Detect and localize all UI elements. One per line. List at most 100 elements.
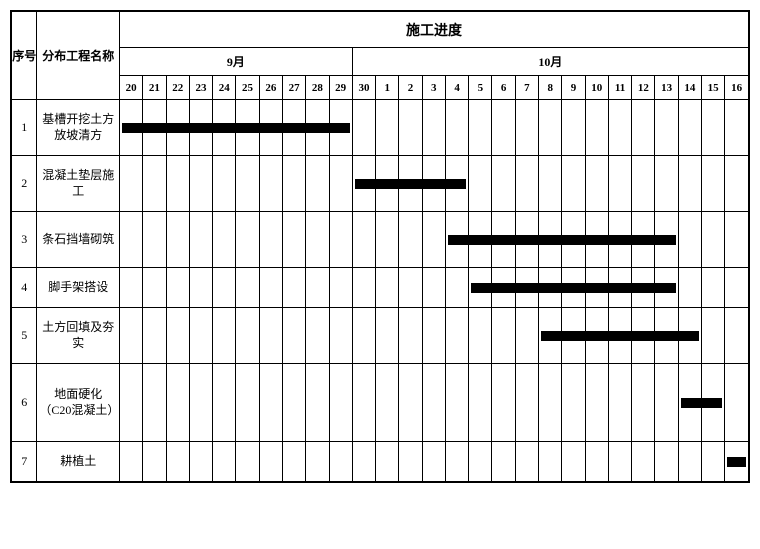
gantt-bar — [608, 331, 632, 341]
day-cell — [376, 100, 399, 156]
day-cell — [376, 308, 399, 364]
day-cell — [678, 156, 701, 212]
header-day: 4 — [445, 76, 468, 100]
day-cell — [119, 100, 142, 156]
header-day: 26 — [259, 76, 282, 100]
gantt-bar — [631, 331, 655, 341]
gantt-bar — [235, 123, 259, 133]
day-cell — [632, 156, 655, 212]
gantt-bar — [422, 179, 446, 189]
day-cell — [539, 308, 562, 364]
day-cell — [492, 156, 515, 212]
gantt-bar — [608, 235, 632, 245]
day-cell — [539, 268, 562, 308]
header-day: 27 — [282, 76, 305, 100]
day-cell — [655, 442, 678, 482]
gantt-bar — [561, 331, 585, 341]
day-cell — [678, 212, 701, 268]
gantt-bar — [189, 123, 213, 133]
day-cell — [562, 156, 585, 212]
day-cell — [608, 156, 631, 212]
gantt-bar — [282, 123, 306, 133]
day-cell — [189, 212, 212, 268]
day-cell — [259, 308, 282, 364]
day-cell — [562, 100, 585, 156]
header-day: 16 — [725, 76, 749, 100]
day-cell — [236, 364, 259, 442]
day-cell — [376, 268, 399, 308]
task-seq: 5 — [12, 308, 37, 364]
task-name: 地面硬化（C20混凝土） — [37, 364, 120, 442]
header-day: 7 — [515, 76, 538, 100]
day-cell — [166, 364, 189, 442]
day-cell — [562, 212, 585, 268]
day-cell — [608, 364, 631, 442]
gantt-bar — [212, 123, 236, 133]
day-cell — [469, 442, 492, 482]
day-cell — [282, 268, 305, 308]
day-cell — [445, 212, 468, 268]
header-day: 14 — [678, 76, 701, 100]
day-cell — [678, 100, 701, 156]
day-cell — [282, 100, 305, 156]
day-cell — [352, 212, 375, 268]
header-day: 5 — [469, 76, 492, 100]
day-cell — [678, 268, 701, 308]
day-cell — [585, 308, 608, 364]
header-month-sept: 9月 — [119, 48, 352, 76]
gantt-bar — [727, 457, 746, 467]
day-cell — [352, 442, 375, 482]
gantt-bar — [631, 283, 655, 293]
table-header: 序号 分布工程名称 施工进度 9月10月 2021222324252627282… — [12, 12, 749, 100]
header-day: 10 — [585, 76, 608, 100]
day-cell — [236, 442, 259, 482]
day-cell — [655, 268, 678, 308]
day-cell — [329, 156, 352, 212]
day-cell — [306, 308, 329, 364]
day-cell — [119, 268, 142, 308]
day-cell — [399, 364, 422, 442]
task-seq: 1 — [12, 100, 37, 156]
task-row: 5土方回填及夯实 — [12, 308, 749, 364]
header-progress: 施工进度 — [119, 12, 748, 48]
day-cell — [539, 364, 562, 442]
day-cell — [236, 212, 259, 268]
gantt-bar — [538, 235, 562, 245]
day-cell — [562, 308, 585, 364]
day-cell — [259, 268, 282, 308]
day-cell — [213, 442, 236, 482]
day-cell — [445, 442, 468, 482]
day-cell — [306, 364, 329, 442]
gantt-bar — [122, 123, 143, 133]
gantt-bar — [681, 398, 702, 408]
task-seq: 7 — [12, 442, 37, 482]
gantt-bar — [468, 235, 492, 245]
day-cell — [539, 100, 562, 156]
gantt-bar — [471, 283, 492, 293]
day-cell — [166, 212, 189, 268]
day-cell — [213, 364, 236, 442]
gantt-bar — [491, 283, 515, 293]
day-cell — [702, 212, 725, 268]
gantt-bar — [701, 398, 722, 408]
day-cell — [189, 268, 212, 308]
gantt-bar — [398, 179, 422, 189]
day-cell — [422, 100, 445, 156]
day-row: 2021222324252627282930123456789101112131… — [12, 76, 749, 100]
day-cell — [189, 442, 212, 482]
header-day: 3 — [422, 76, 445, 100]
gantt-bar — [561, 235, 585, 245]
header-day: 2 — [399, 76, 422, 100]
day-cell — [702, 268, 725, 308]
task-name: 耕植土 — [37, 442, 120, 482]
day-cell — [725, 212, 749, 268]
day-cell — [282, 308, 305, 364]
day-cell — [422, 156, 445, 212]
day-cell — [306, 268, 329, 308]
gantt-bar — [445, 179, 466, 189]
day-cell — [515, 308, 538, 364]
day-cell — [492, 364, 515, 442]
task-seq: 6 — [12, 364, 37, 442]
day-cell — [585, 364, 608, 442]
day-cell — [282, 442, 305, 482]
